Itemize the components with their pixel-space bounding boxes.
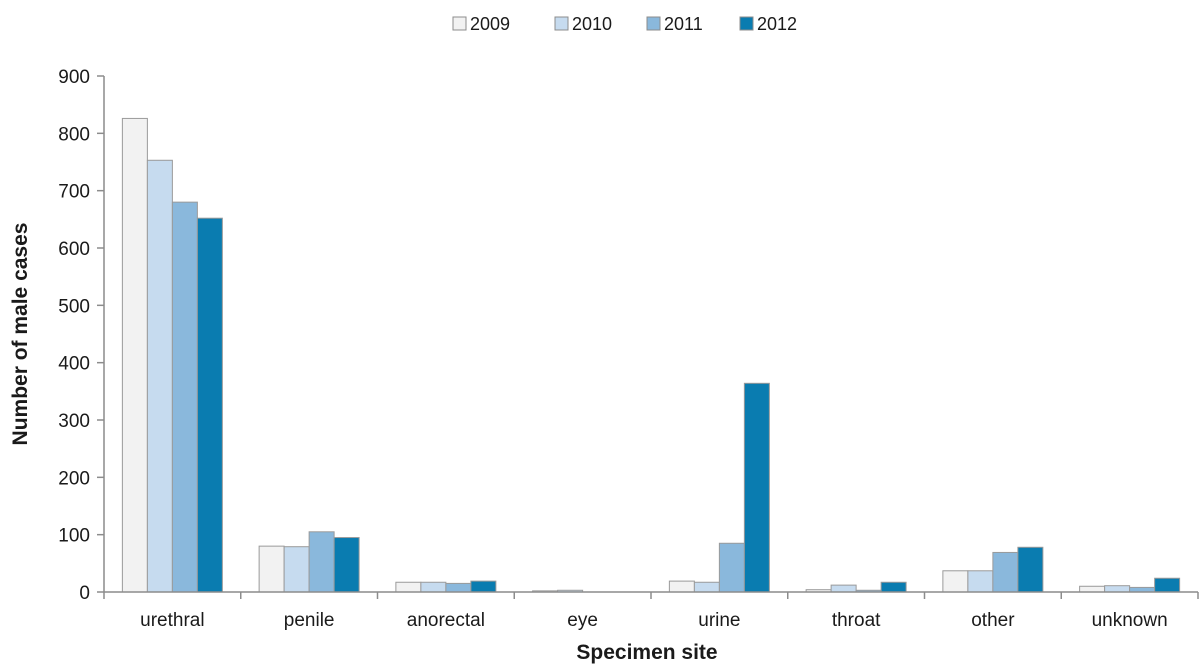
bar-2010-throat: [830, 584, 857, 593]
x-tick-label: throat: [832, 610, 881, 631]
y-tick-label: 300: [58, 411, 90, 432]
y-tick-label: 400: [58, 354, 90, 375]
bar-2011-other: [992, 551, 1019, 593]
x-tick-label: anorectal: [407, 610, 485, 631]
y-tick-label: 100: [58, 526, 90, 547]
x-tick-label: penile: [284, 610, 335, 631]
bar-2010-penile: [283, 546, 310, 593]
bar-2011-anorectal: [445, 582, 472, 593]
legend-label: 2011: [664, 14, 703, 34]
y-axis: 0 100 200 300 400 500 600 700 800 900: [58, 67, 105, 604]
y-tick-label: 600: [58, 239, 90, 260]
bar-2009-unknown: [1079, 585, 1106, 593]
x-tick-label: unknown: [1092, 610, 1168, 631]
legend-swatch: [739, 16, 754, 31]
bar-2009-other: [942, 570, 969, 593]
legend-label: 2012: [757, 14, 797, 34]
bar-2010-urethral: [146, 159, 173, 593]
x-axis-title: Specimen site: [576, 641, 717, 664]
legend-swatch: [452, 16, 467, 31]
bar-2009-urethral: [121, 117, 148, 593]
y-axis-title: Number of male cases: [9, 223, 32, 446]
bar-2011-urine: [718, 542, 745, 593]
x-tick-label: urethral: [140, 610, 204, 631]
y-tick-label: 800: [58, 124, 90, 145]
bar-2012-urethral: [196, 217, 223, 593]
y-tick-label: 700: [58, 182, 90, 203]
bar-2009-penile: [258, 545, 285, 593]
x-tick-label: eye: [567, 610, 598, 631]
bar-2009-anorectal: [395, 581, 422, 593]
legend-label: 2009: [470, 14, 510, 34]
bar-2012-other: [1017, 546, 1044, 593]
bar-2011-penile: [308, 531, 335, 593]
bar-2010-anorectal: [420, 581, 447, 593]
x-axis: urethral penile anorectal eye urine throat oth…: [103, 591, 1199, 631]
bar-2010-urine: [693, 581, 720, 593]
bar-2012-unknown: [1154, 577, 1181, 593]
legend-item-2009: 2009: [452, 14, 510, 34]
legend-item-2012: 2012: [739, 14, 797, 34]
x-tick-label: urine: [698, 610, 740, 631]
bar-2012-urine: [743, 382, 770, 593]
legend: 2009 2010 2011 2012: [452, 14, 797, 34]
bar-2012-throat: [880, 581, 907, 593]
legend-swatch: [554, 16, 569, 31]
y-tick-label: 900: [58, 67, 90, 88]
y-tick-label: 0: [79, 583, 90, 604]
y-tick-label: 500: [58, 296, 90, 317]
legend-label: 2010: [572, 14, 612, 34]
bars: [121, 117, 1181, 593]
legend-item-2010: 2010: [554, 14, 612, 34]
bar-2011-urethral: [171, 201, 198, 593]
legend-item-2011: 2011: [646, 14, 703, 34]
x-tick-label: other: [971, 610, 1015, 631]
bar-2010-unknown: [1104, 585, 1131, 593]
bar-2012-penile: [333, 537, 360, 593]
legend-swatch: [646, 16, 661, 31]
y-tick-label: 200: [58, 468, 90, 489]
bar-2009-urine: [668, 580, 695, 593]
bar-2010-other: [967, 570, 994, 593]
bar-2012-anorectal: [470, 580, 497, 593]
